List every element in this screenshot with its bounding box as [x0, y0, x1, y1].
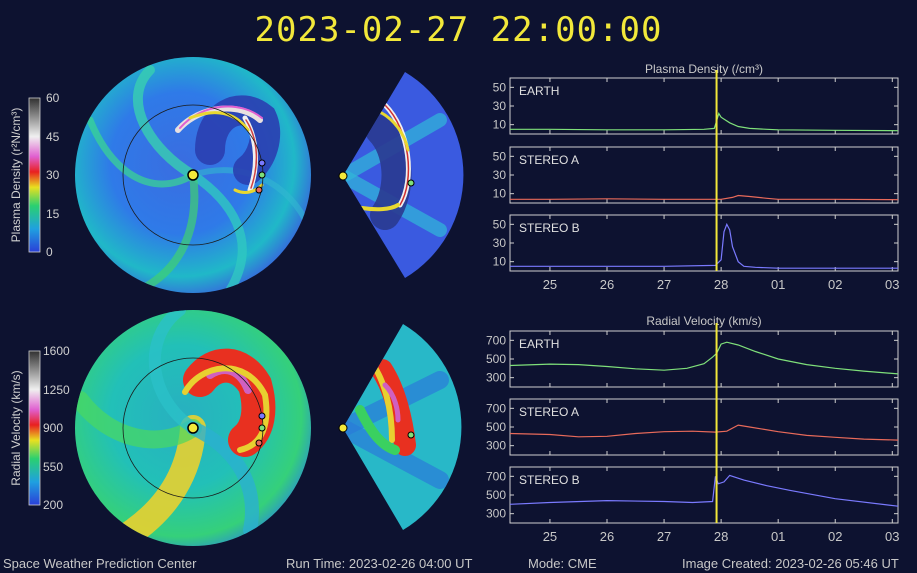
timeseries-panel: 700 500 300 STEREO A	[486, 398, 899, 456]
x-tick-label: 25	[543, 529, 557, 544]
y-tick-label: 50	[493, 80, 507, 94]
x-tick-label: 26	[600, 277, 614, 292]
panel-name: EARTH	[519, 337, 559, 351]
y-tick-label: 50	[493, 149, 507, 163]
x-tick-label: 01	[771, 277, 785, 292]
density-colorbar: Plasma Density (r²N/cm³) 60 45 30 15 0	[9, 91, 60, 259]
y-tick-label: 700	[486, 401, 506, 415]
y-tick-label: 500	[486, 488, 506, 502]
panel-frame	[509, 77, 899, 135]
y-tick-label: 500	[486, 352, 506, 366]
y-tick-label: 500	[486, 420, 506, 434]
y-tick-label: 700	[486, 333, 506, 347]
timeseries-panel: 50 30 10 EARTH	[493, 77, 899, 135]
panel-name: STEREO B	[519, 221, 580, 235]
y-tick-label: 30	[493, 236, 507, 250]
velocity-colorbar-label: Radial Velocity (km/s)	[9, 370, 23, 485]
panel-frame	[509, 330, 899, 388]
x-tick-label: 02	[828, 529, 842, 544]
y-tick-label: 30	[493, 168, 507, 182]
x-tick-label: 27	[657, 277, 671, 292]
stereo-b-marker	[258, 159, 266, 167]
x-tick-label: 03	[885, 529, 899, 544]
panel-frame	[509, 398, 899, 456]
earth-marker	[258, 171, 266, 179]
velocity-colorbar-tick: 550	[43, 460, 63, 474]
timeseries-panel: 700 500 300 STEREO B	[486, 466, 899, 524]
series-line	[509, 474, 899, 507]
radial-velocity-timeseries: Radial Velocity (km/s) 700 500 300 EARTH 700 5…	[486, 314, 900, 544]
density-colorbar-tick: 45	[46, 130, 60, 144]
density-ecliptic-map	[75, 57, 311, 293]
y-tick-label: 300	[486, 507, 506, 521]
panel-frame	[509, 214, 899, 272]
y-tick-label: 700	[486, 469, 506, 483]
x-tick-label: 03	[885, 277, 899, 292]
series-line	[510, 194, 899, 201]
series-line	[509, 424, 899, 441]
panel-name: EARTH	[519, 84, 559, 98]
velocity-colorbar-tick: 1600	[43, 344, 70, 358]
timeseries-panel: 50 30 10 STEREO B	[493, 214, 899, 272]
panel-name: STEREO A	[519, 153, 579, 167]
y-tick-label: 300	[486, 439, 506, 453]
y-tick-label: 10	[493, 187, 507, 201]
panel-name: STEREO A	[519, 405, 579, 419]
velocity-colorbar-tick: 1250	[43, 383, 70, 397]
y-tick-label: 10	[493, 118, 507, 132]
y-tick-label: 10	[493, 255, 507, 269]
footer-image-created: Image Created: 2023-02-26 05:46 UT	[682, 556, 899, 571]
panel-name: STEREO B	[519, 473, 580, 487]
velocity-ecliptic-map	[75, 310, 311, 546]
density-colorbar-tick: 0	[46, 245, 53, 259]
density-colorbar-tick: 30	[46, 168, 60, 182]
x-tick-label: 27	[657, 529, 671, 544]
density-colorbar-tick: 60	[46, 91, 60, 105]
x-tick-label: 02	[828, 277, 842, 292]
y-tick-label: 300	[486, 371, 506, 385]
density-colorbar-label: Plasma Density (r²N/cm³)	[9, 108, 23, 243]
stereo-a-marker	[255, 186, 263, 194]
velocity-colorbar-tick: 200	[43, 498, 63, 512]
velocity-colorbar: Radial Velocity (km/s) 1600 1250 900 550…	[9, 344, 70, 512]
velocity-colorbar-tick: 900	[43, 421, 63, 435]
x-tick-label: 28	[714, 529, 728, 544]
x-tick-label: 28	[714, 277, 728, 292]
series-line	[510, 222, 898, 269]
x-tick-label: 01	[771, 529, 785, 544]
x-tick-label: 26	[600, 529, 614, 544]
sun-marker	[187, 169, 199, 181]
series-line	[510, 112, 899, 132]
density-colorbar-tick: 15	[46, 207, 60, 221]
chart-title: Plasma Density (/cm³)	[645, 62, 763, 76]
y-tick-label: 30	[493, 99, 507, 113]
plasma-density-timeseries: Plasma Density (/cm³) 50 30 10 EARTH 50 30 10 ST…	[493, 62, 900, 292]
timeseries-panel: 700 500 300 EARTH	[486, 330, 899, 388]
x-tick-label: 25	[543, 277, 557, 292]
velocity-meridional-map	[338, 324, 462, 530]
chart-title: Radial Velocity (km/s)	[646, 314, 761, 328]
timestamp-title: 2023-02-27 22:00:00	[254, 10, 663, 50]
footer-org: Space Weather Prediction Center	[3, 556, 197, 571]
density-meridional-map	[338, 72, 464, 278]
footer-mode: Mode: CME	[528, 556, 597, 571]
y-tick-label: 50	[493, 217, 507, 231]
timeseries-panel: 50 30 10 STEREO A	[493, 146, 899, 204]
footer-run-time: Run Time: 2023-02-26 04:00 UT	[286, 556, 473, 571]
